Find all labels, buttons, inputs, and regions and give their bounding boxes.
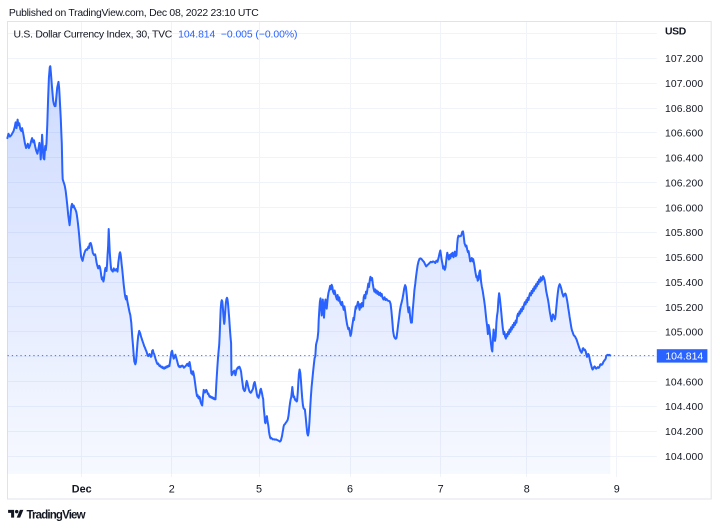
svg-text:Published on TradingView.com,: Published on TradingView.com, Dec 08, 20…	[9, 8, 259, 19]
svg-text:106.000: 106.000	[665, 203, 703, 214]
svg-text:104.200: 104.200	[665, 427, 703, 438]
svg-text:7: 7	[438, 484, 444, 496]
svg-text:105.800: 105.800	[665, 228, 703, 239]
svg-text:106.200: 106.200	[665, 178, 703, 189]
svg-text:104.814: 104.814	[665, 351, 703, 363]
svg-text:106.400: 106.400	[665, 154, 703, 165]
svg-text:104.600: 104.600	[665, 377, 703, 388]
svg-text:104.400: 104.400	[665, 402, 703, 413]
svg-text:107.000: 107.000	[665, 79, 703, 90]
svg-text:6: 6	[347, 484, 353, 496]
svg-text:105.600: 105.600	[665, 253, 703, 264]
svg-text:107.200: 107.200	[665, 54, 703, 65]
svg-text:U.S. Dollar Currency Index, 30: U.S. Dollar Currency Index, 30, TVC	[14, 30, 173, 41]
svg-text:106.800: 106.800	[665, 104, 703, 115]
svg-text:9: 9	[614, 484, 620, 496]
svg-text:5: 5	[256, 484, 262, 496]
svg-text:8: 8	[524, 484, 530, 496]
svg-text:105.200: 105.200	[665, 303, 703, 314]
svg-text:106.600: 106.600	[665, 129, 703, 140]
svg-text:105.000: 105.000	[665, 328, 703, 339]
svg-text:Dec: Dec	[72, 484, 92, 496]
svg-text:104.000: 104.000	[665, 452, 703, 463]
svg-text:USD: USD	[665, 27, 687, 38]
svg-text:TradingView: TradingView	[27, 510, 86, 522]
svg-text:104.814 −0.005 (−0.00%): 104.814 −0.005 (−0.00%)	[178, 30, 297, 41]
svg-text:2: 2	[169, 484, 175, 496]
svg-text:105.400: 105.400	[665, 278, 703, 289]
